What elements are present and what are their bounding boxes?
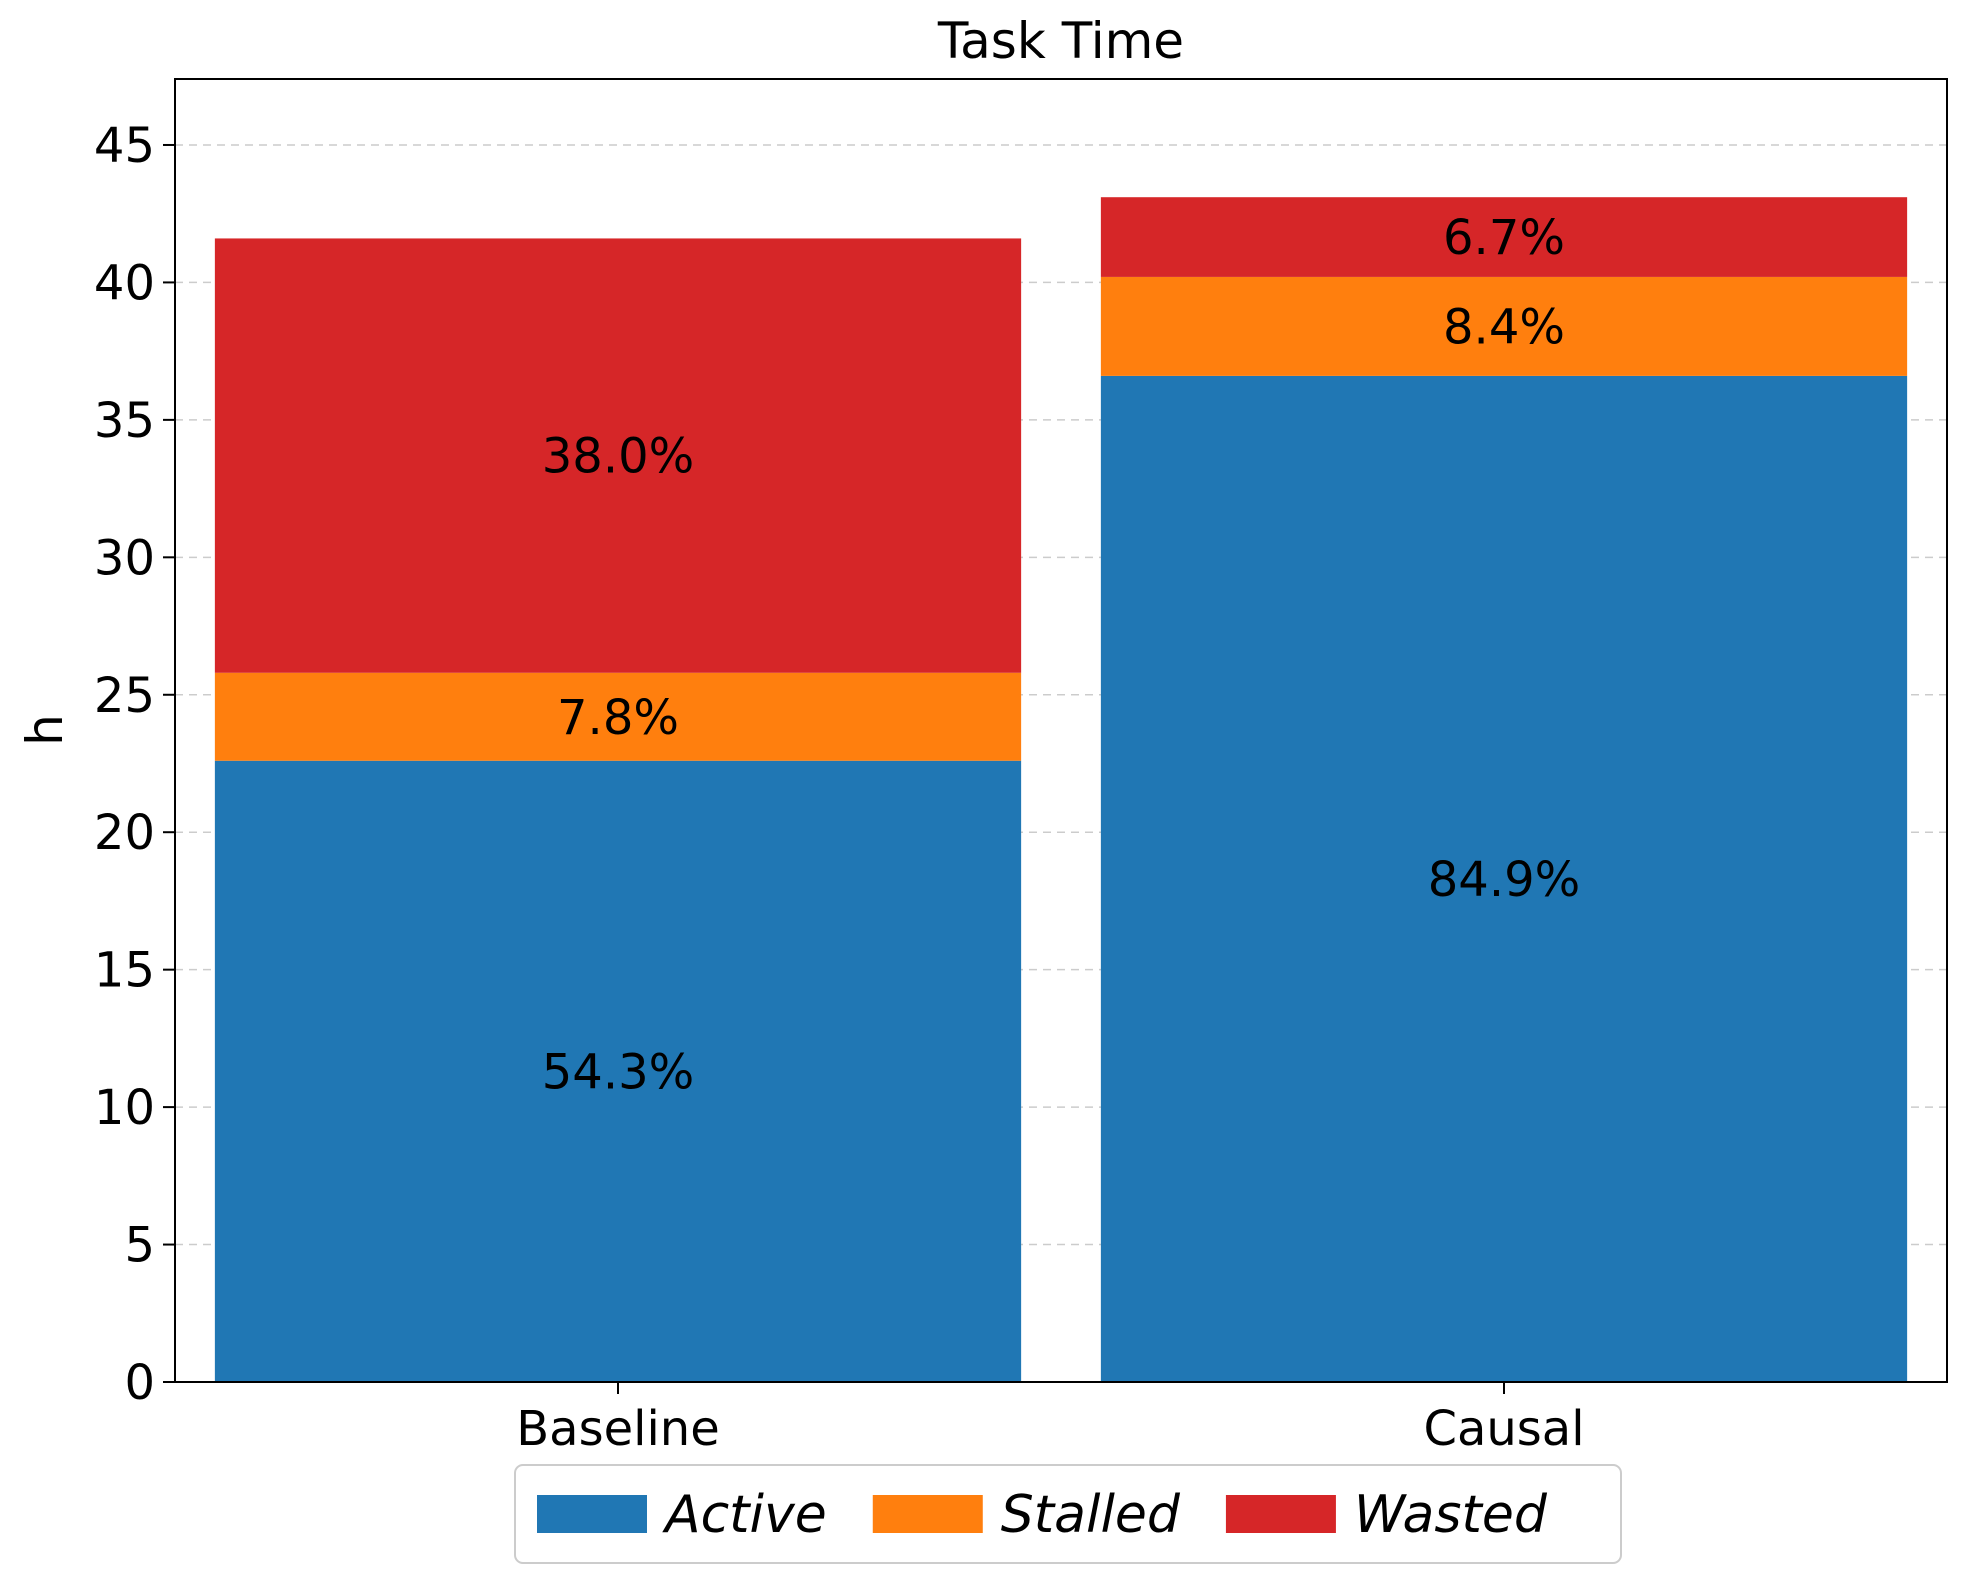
legend-frame (514, 1464, 1622, 1564)
bar-stalled-baseline (214, 672, 1022, 761)
y-tick-label: 15 (94, 943, 155, 999)
x-axis-ticks: Baseline Causal (516, 1382, 1585, 1457)
bar-wasted-causal (1100, 197, 1908, 277)
bar-value-label: 8.4% (1443, 299, 1565, 355)
y-tick-label: 45 (94, 118, 155, 174)
bar-wasted-baseline (214, 238, 1022, 673)
x-tick-label: Baseline (516, 1401, 720, 1457)
legend: Active Stalled Wasted (514, 1464, 1622, 1564)
bar-value-label: 7.8% (557, 690, 679, 746)
y-axis-ticks: 0 5 10 15 20 25 30 35 40 45 (94, 118, 175, 1411)
bar-stalled-causal (1100, 276, 1908, 376)
y-tick-label: 40 (94, 255, 155, 311)
y-tick-label: 5 (124, 1218, 155, 1274)
legend-swatch-wasted (1225, 1495, 1336, 1533)
plot-frame (174, 78, 1948, 1383)
legend-label-active: Active (662, 1485, 827, 1545)
bar-active-baseline (214, 760, 1022, 1382)
bar-value-label: 54.3% (542, 1044, 694, 1100)
chart-title: Task Time (937, 12, 1184, 70)
legend-label-wasted: Wasted (1354, 1485, 1548, 1545)
y-tick-label: 10 (94, 1080, 155, 1136)
bar-value-label: 6.7% (1443, 210, 1565, 266)
bar-labels: 54.3% 7.8% 38.0% 84.9% 8.4% 6.7% (542, 210, 1580, 1100)
y-tick-label: 25 (94, 668, 155, 724)
y-tick-label: 20 (94, 805, 155, 861)
bar-active-causal (1100, 375, 1908, 1382)
y-tick-label: 0 (124, 1355, 155, 1411)
x-tick-label: Causal (1423, 1401, 1584, 1457)
y-tick-label: 30 (94, 530, 155, 586)
y-axis-label: h (16, 714, 74, 746)
bar-value-label: 84.9% (1428, 852, 1580, 908)
legend-label-stalled: Stalled (1001, 1485, 1181, 1545)
y-tick-label: 35 (94, 393, 155, 449)
bars (214, 197, 1908, 1382)
legend-swatch-stalled (872, 1495, 983, 1533)
bar-value-label: 38.0% (542, 429, 694, 485)
legend-swatch-active (537, 1495, 647, 1533)
